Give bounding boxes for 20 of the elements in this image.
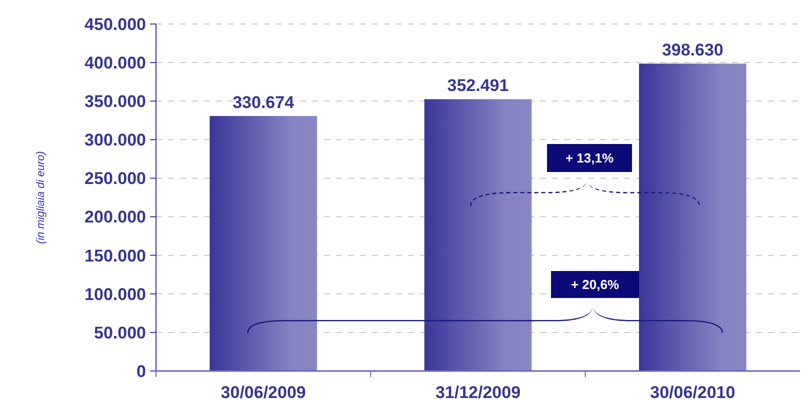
annotation: + 20,6% — [570, 277, 620, 292]
y-tick-label: 400.000 — [84, 54, 146, 73]
y-tick-label: 200.000 — [84, 208, 146, 227]
data-label: 330.674 — [232, 93, 295, 112]
y-tick-label: 350.000 — [84, 92, 146, 112]
x-tick-label: 31/12/2009 — [435, 383, 521, 402]
y-tick-label: 250.000 — [84, 169, 146, 188]
y-tick-label: 100.000 — [84, 284, 146, 304]
bar — [210, 116, 317, 371]
y-tick-label: 150.000 — [84, 246, 146, 266]
y-tick-label: 50.000 — [94, 323, 146, 342]
y-axis-title: (in migliaia di euro) — [35, 150, 47, 244]
x-tick-label: 30/06/2010 — [650, 383, 736, 402]
x-tick-label: 30/06/2009 — [220, 383, 306, 402]
annotation: + 13,1% — [565, 150, 614, 166]
y-tick-label: 300.000 — [84, 130, 146, 150]
data-label: 398.630 — [662, 40, 724, 60]
y-tick-label: 0 — [136, 362, 146, 381]
y-tick-label: 450.000 — [84, 14, 146, 34]
data-label: 352.491 — [447, 76, 509, 96]
